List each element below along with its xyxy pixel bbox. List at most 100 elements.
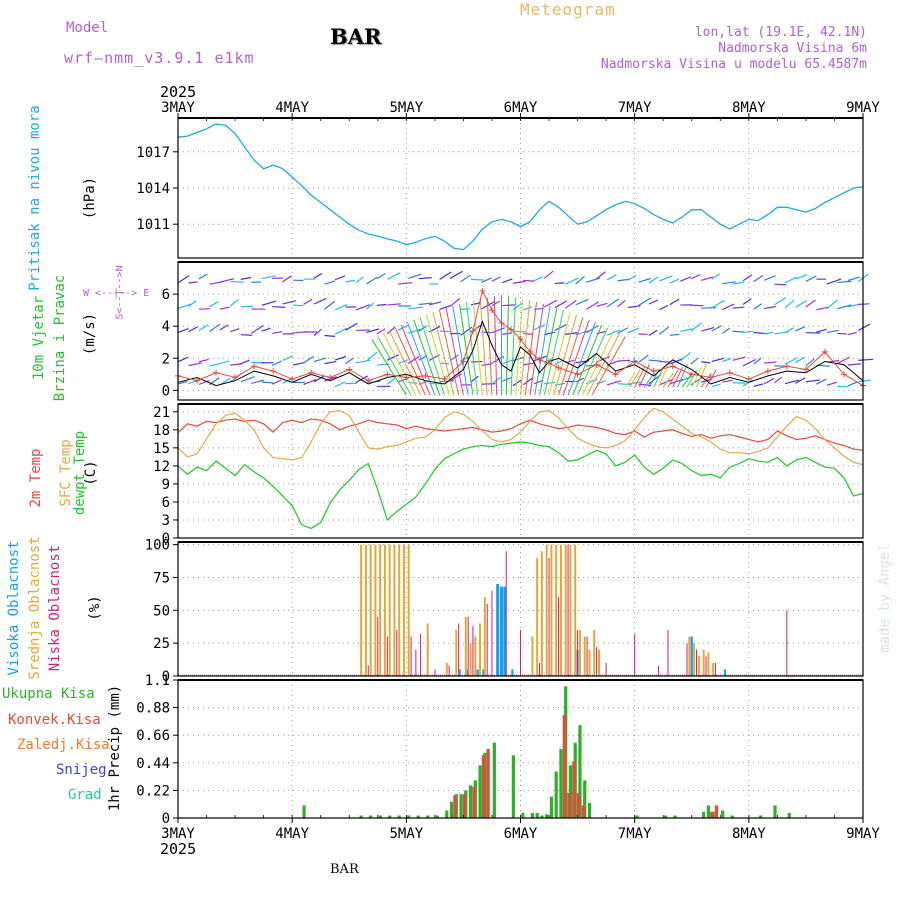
wind-vector [575,275,585,285]
wind-vector [847,276,861,282]
time-label-bottom: 8MAY [732,826,766,842]
wind-vector [366,302,374,310]
wind-vector [529,303,544,396]
precip-total-bar [787,812,791,818]
wind-vector [596,302,608,307]
wind-vector [366,276,378,285]
wind-vector [408,273,422,279]
wind-vector [240,334,253,336]
wind-vector [722,281,736,285]
precip-total-bar [459,794,463,818]
wind-vector [371,339,407,396]
wind-vector [534,305,551,396]
wind-vector [638,354,649,363]
wind-vector [816,306,829,311]
precip-conv-bar [710,811,714,818]
wind-vector [293,304,304,307]
precip-total-bar [535,812,539,818]
temperature-ytick-label: 18 [153,423,170,439]
wind-vector [439,380,455,383]
wind-vector [198,273,208,280]
temp-2m-line [177,418,864,451]
wind-vector [653,366,665,388]
wind-gust-marker [631,358,638,365]
temperature-ytick-label: 6 [162,495,170,511]
wind-vector [177,303,193,309]
wind-vector [634,366,646,388]
precip-conv-bar [462,794,466,818]
wind-vector [585,325,599,334]
wind-vector [564,277,579,285]
precip-conv-bar [581,805,585,818]
cloud-high-bar [499,586,503,676]
precip-total-bar [378,815,382,818]
cloud-ytick-label: 100 [145,538,170,554]
wind-ytick-label: 0 [162,383,170,399]
wind-gust-marker [346,366,353,373]
wind-vector [638,277,651,283]
precip-conv-bar [572,761,576,818]
wind-vector [230,280,244,283]
wind-vector [261,327,271,332]
wind-vector [659,379,673,386]
precip-legend-conv: Konvek.Kisa [8,712,101,728]
wind-vector [470,302,481,306]
wind-vector [732,330,745,333]
wind-vector [271,360,282,366]
wind-vector [209,362,221,367]
wind-gust-marker [479,287,486,294]
wind-vector [805,299,816,308]
wind-vector [837,385,849,388]
wind-vector [805,358,815,367]
wind-gust-marker [517,336,524,343]
wind-gust-marker [403,374,410,381]
wind-vector [377,336,412,396]
wind-vector [334,275,346,281]
wind-vector [491,355,505,364]
wind-vector [407,355,420,365]
wind-vector [575,377,585,383]
wind-vector [376,328,386,335]
temperature-ytick-label: 3 [162,513,170,529]
wind-gust-marker [669,363,676,370]
wind-vector [386,376,397,385]
wind-vector [486,297,493,396]
precip-total-bar [635,815,639,818]
wind-vector [388,330,422,396]
time-label-top: 7MAY [618,100,652,116]
wind-vector [711,325,722,332]
wind-vector [313,328,322,336]
precip-conv-bar [576,792,581,818]
wind-gust-marker [574,371,581,378]
wind-vector [230,328,240,333]
wind-vector [774,283,787,286]
wind-vector [188,326,198,333]
wind-vector [334,327,347,335]
wind-vector [784,276,797,284]
wind-vector [554,300,567,309]
wind-legend-we: W <--|--> E [83,288,150,299]
wind-vector [753,303,762,310]
wind-vector [272,331,283,335]
wind-vector [366,328,380,334]
wind-vector [520,300,531,396]
wind-vector [784,379,800,385]
wind-vector [502,376,513,382]
wind-vector [445,307,464,396]
wind-vector [581,330,615,396]
wind-vector [617,327,629,334]
wind-vector [680,328,693,332]
wind-vector [624,372,636,388]
wind-vector [543,309,565,396]
time-label-top: 8MAY [732,100,766,116]
wind-vector [470,278,485,281]
precip-total-bar [759,815,763,818]
precip-conv-bar [481,755,485,818]
precip-total-bar [369,815,373,818]
model-elevation-label: Nadmorska Visina u modelu 65.4587m [600,57,867,72]
wind-vector [681,372,693,388]
precip-total-bar [426,815,430,818]
wind-vector [470,375,479,383]
time-label-bottom: 9MAY [846,826,880,842]
wind-vector [847,381,857,387]
